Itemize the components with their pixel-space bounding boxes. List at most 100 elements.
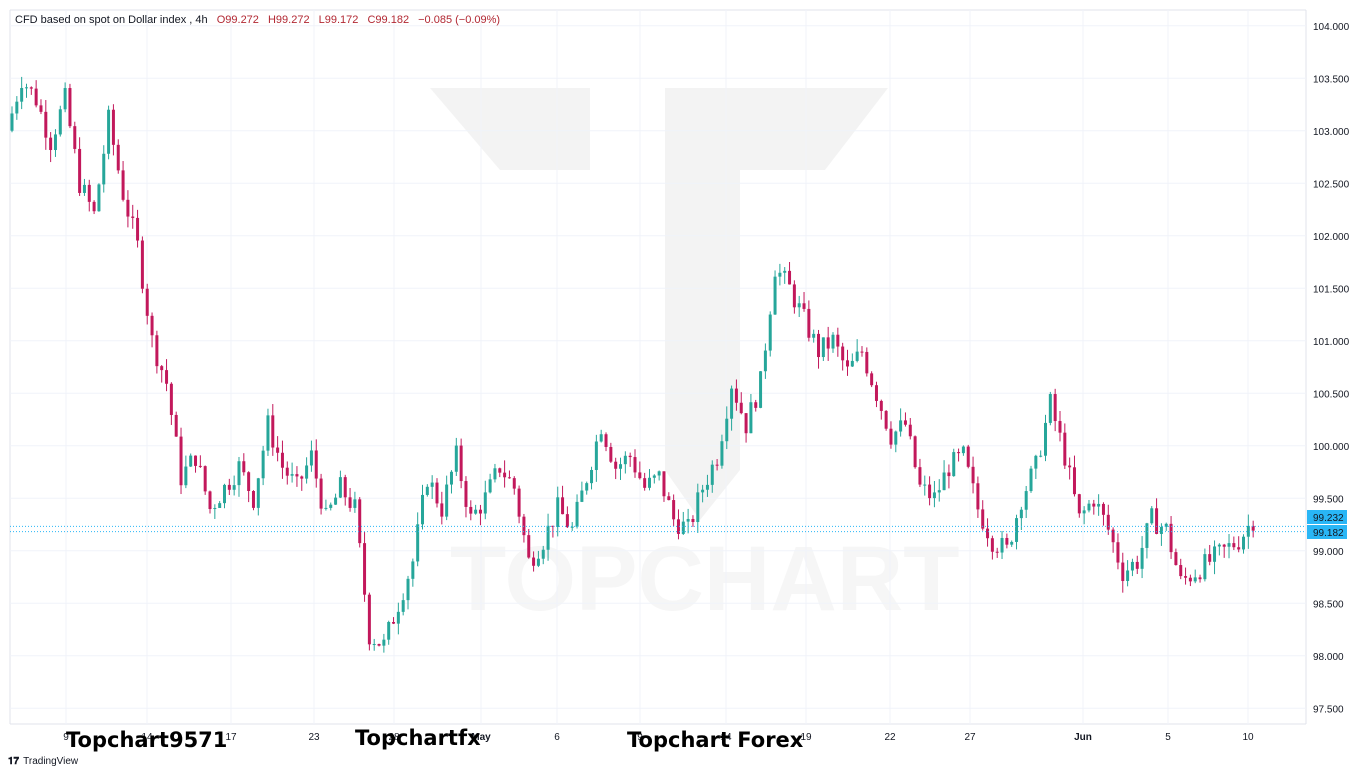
candle-body[interactable] — [1237, 547, 1241, 550]
candle-body[interactable] — [334, 497, 338, 505]
candle-body[interactable] — [928, 484, 932, 499]
candle-body[interactable] — [1145, 523, 1149, 548]
candle-body[interactable] — [874, 385, 878, 401]
candle-body[interactable] — [691, 518, 695, 523]
candle-body[interactable] — [1251, 525, 1255, 531]
candle-body[interactable] — [251, 490, 255, 508]
candle-body[interactable] — [696, 492, 700, 523]
candle-body[interactable] — [792, 284, 796, 308]
candle-body[interactable] — [802, 303, 806, 309]
candle-body[interactable] — [68, 88, 72, 127]
candle-body[interactable] — [401, 600, 405, 612]
candle-body[interactable] — [536, 558, 540, 566]
candle-body[interactable] — [1164, 523, 1168, 527]
candle-body[interactable] — [290, 474, 294, 476]
candle-body[interactable] — [966, 446, 970, 467]
candle-body[interactable] — [406, 578, 410, 601]
candle-body[interactable] — [309, 450, 313, 466]
candle-body[interactable] — [797, 303, 801, 308]
candle-body[interactable] — [488, 479, 492, 493]
candle-body[interactable] — [116, 144, 120, 171]
candle-body[interactable] — [628, 455, 632, 458]
candle-body[interactable] — [647, 477, 651, 488]
candle-body[interactable] — [1159, 526, 1163, 534]
candle-body[interactable] — [92, 201, 96, 212]
candle-body[interactable] — [1005, 537, 1009, 545]
candles-layer[interactable] — [10, 76, 1255, 653]
candle-body[interactable] — [681, 521, 685, 534]
candle-body[interactable] — [1135, 561, 1139, 569]
candle-body[interactable] — [903, 420, 907, 425]
candle-body[interactable] — [15, 101, 19, 114]
candle-body[interactable] — [561, 497, 565, 515]
candle-body[interactable] — [82, 184, 86, 193]
candle-body[interactable] — [817, 333, 821, 358]
candle-body[interactable] — [189, 455, 193, 467]
candle-body[interactable] — [541, 549, 545, 559]
candle-body[interactable] — [203, 466, 207, 492]
candle-body[interactable] — [271, 415, 275, 448]
candle-body[interactable] — [590, 469, 594, 484]
candle-body[interactable] — [932, 492, 936, 499]
candle-body[interactable] — [1203, 554, 1207, 580]
candle-body[interactable] — [1053, 394, 1057, 422]
candle-body[interactable] — [749, 402, 753, 434]
candle-body[interactable] — [1063, 432, 1067, 466]
candle-body[interactable] — [701, 489, 705, 493]
candle-body[interactable] — [392, 622, 396, 624]
candle-body[interactable] — [363, 543, 367, 595]
candle-body[interactable] — [546, 525, 550, 550]
candle-body[interactable] — [599, 434, 603, 442]
candle-body[interactable] — [155, 335, 159, 367]
candle-body[interactable] — [1208, 554, 1212, 562]
candle-body[interactable] — [1116, 542, 1120, 563]
candle-body[interactable] — [1179, 565, 1183, 577]
candle-body[interactable] — [1077, 494, 1081, 514]
candle-body[interactable] — [652, 475, 656, 478]
candle-body[interactable] — [884, 410, 888, 429]
candle-body[interactable] — [348, 497, 352, 508]
candle-body[interactable] — [1111, 529, 1115, 543]
candle-body[interactable] — [1068, 465, 1072, 468]
candle-body[interactable] — [565, 514, 569, 528]
candle-body[interactable] — [1029, 468, 1033, 492]
candle-body[interactable] — [744, 413, 748, 434]
candle-body[interactable] — [459, 445, 463, 482]
candle-body[interactable] — [952, 452, 956, 477]
candle-body[interactable] — [512, 478, 516, 489]
candle-body[interactable] — [715, 464, 719, 466]
candle-body[interactable] — [778, 272, 782, 277]
candle-body[interactable] — [493, 468, 497, 480]
candle-body[interactable] — [464, 481, 468, 507]
candle-body[interactable] — [889, 428, 893, 445]
candle-body[interactable] — [314, 450, 318, 479]
candle-body[interactable] — [150, 315, 154, 336]
candle-body[interactable] — [343, 477, 347, 498]
candle-body[interactable] — [551, 525, 555, 527]
candle-body[interactable] — [1213, 546, 1217, 562]
candle-body[interactable] — [247, 472, 251, 491]
candle-body[interactable] — [266, 415, 270, 451]
candle-body[interactable] — [39, 105, 43, 112]
candle-body[interactable] — [1126, 570, 1130, 582]
candle-body[interactable] — [24, 87, 28, 89]
candle-body[interactable] — [256, 478, 260, 508]
candle-body[interactable] — [725, 418, 729, 442]
candle-body[interactable] — [604, 434, 608, 447]
candle-body[interactable] — [981, 509, 985, 529]
candle-body[interactable] — [131, 216, 135, 218]
candle-body[interactable] — [942, 472, 946, 491]
candle-body[interactable] — [382, 639, 386, 646]
candle-body[interactable] — [97, 184, 101, 212]
candle-body[interactable] — [261, 450, 265, 479]
candle-body[interactable] — [329, 504, 333, 508]
candle-body[interactable] — [503, 472, 507, 478]
candle-body[interactable] — [367, 594, 371, 645]
candle-body[interactable] — [841, 346, 845, 361]
candle-body[interactable] — [1174, 552, 1178, 566]
candle-body[interactable] — [908, 424, 912, 437]
candle-body[interactable] — [710, 464, 714, 485]
candle-body[interactable] — [623, 455, 627, 465]
candle-body[interactable] — [1184, 576, 1188, 578]
